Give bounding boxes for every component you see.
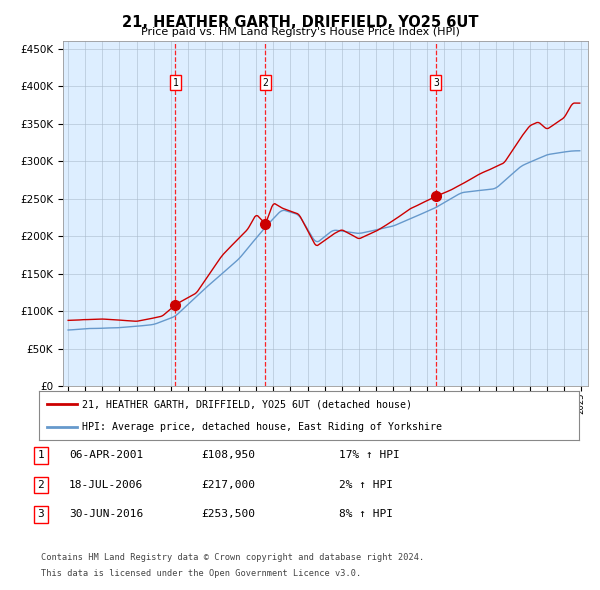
Text: 2: 2 — [263, 77, 268, 87]
Text: £253,500: £253,500 — [201, 510, 255, 519]
Text: 1: 1 — [37, 451, 44, 460]
Text: 8% ↑ HPI: 8% ↑ HPI — [339, 510, 393, 519]
Text: Contains HM Land Registry data © Crown copyright and database right 2024.: Contains HM Land Registry data © Crown c… — [41, 553, 424, 562]
Text: 30-JUN-2016: 30-JUN-2016 — [69, 510, 143, 519]
Text: 17% ↑ HPI: 17% ↑ HPI — [339, 451, 400, 460]
Text: 1: 1 — [172, 77, 178, 87]
Text: £108,950: £108,950 — [201, 451, 255, 460]
Text: HPI: Average price, detached house, East Riding of Yorkshire: HPI: Average price, detached house, East… — [82, 422, 442, 432]
Text: 18-JUL-2006: 18-JUL-2006 — [69, 480, 143, 490]
Text: £217,000: £217,000 — [201, 480, 255, 490]
Text: 2% ↑ HPI: 2% ↑ HPI — [339, 480, 393, 490]
Text: 3: 3 — [433, 77, 439, 87]
Text: 3: 3 — [37, 510, 44, 519]
Text: 06-APR-2001: 06-APR-2001 — [69, 451, 143, 460]
Text: 2: 2 — [37, 480, 44, 490]
Text: This data is licensed under the Open Government Licence v3.0.: This data is licensed under the Open Gov… — [41, 569, 361, 578]
Text: 21, HEATHER GARTH, DRIFFIELD, YO25 6UT (detached house): 21, HEATHER GARTH, DRIFFIELD, YO25 6UT (… — [82, 399, 412, 409]
Text: Price paid vs. HM Land Registry's House Price Index (HPI): Price paid vs. HM Land Registry's House … — [140, 27, 460, 37]
Text: 21, HEATHER GARTH, DRIFFIELD, YO25 6UT: 21, HEATHER GARTH, DRIFFIELD, YO25 6UT — [122, 15, 478, 30]
